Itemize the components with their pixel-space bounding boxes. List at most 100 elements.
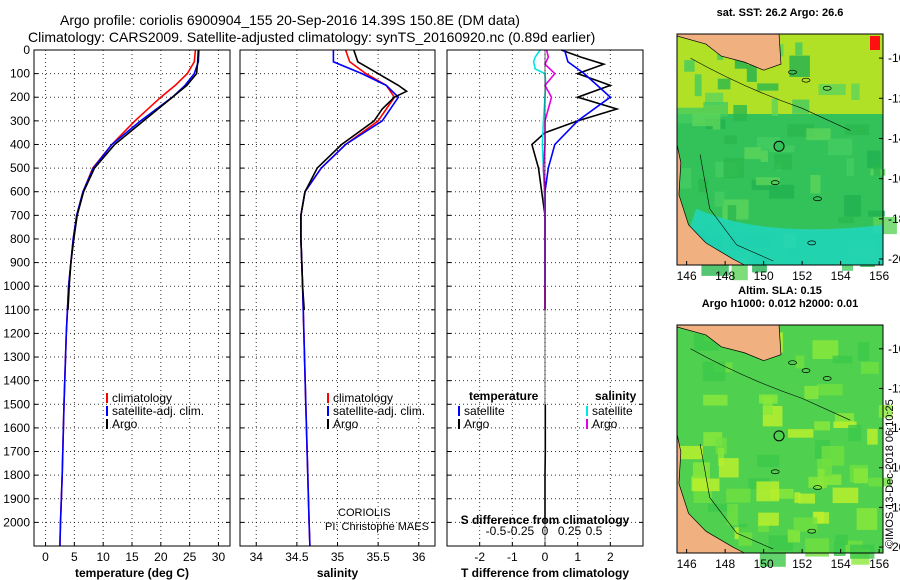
field-patch <box>792 99 810 114</box>
map-y-tick-label: -18 <box>888 212 900 226</box>
field-patch <box>873 165 881 176</box>
field-patch <box>856 508 878 530</box>
x-tick-label: 1 <box>574 550 581 564</box>
legend-label: satellite-adj. clim. <box>333 404 425 418</box>
field-patch <box>835 534 848 545</box>
field-patch <box>878 405 893 418</box>
reef-island <box>822 376 832 381</box>
reef-island <box>770 180 780 185</box>
reef-island <box>822 85 832 91</box>
x-axis-label: salinity <box>317 566 359 580</box>
argo-position-marker <box>773 430 785 442</box>
x-tick-label: 34.5 <box>285 550 309 564</box>
map-y-tick-label: -14 <box>888 421 900 435</box>
field-patch <box>746 64 757 82</box>
legend-label: climatology <box>112 391 172 405</box>
field-patch <box>693 488 713 503</box>
field-patch <box>812 340 839 359</box>
field-patch <box>808 476 828 488</box>
title-line-1: Argo profile: coriolis 6900904_155 20-Se… <box>60 12 520 28</box>
map-x-tick-label: 146 <box>677 269 697 283</box>
hot-spot <box>870 36 880 50</box>
legend-label: satellite <box>592 404 633 418</box>
map-x-tick-label: 156 <box>869 269 889 283</box>
top-tick-label: -0.25 <box>507 524 535 538</box>
field-patch <box>759 552 786 567</box>
map-y-tick-label: -10 <box>888 51 900 65</box>
map-title: Argo h1000: 0.012 h2000: 0.01 <box>702 298 859 310</box>
field-patch <box>868 210 885 217</box>
coriolis-credit: CORIOLIS <box>338 507 391 519</box>
field-patch <box>816 384 843 396</box>
field-patch <box>744 147 761 160</box>
field-patch <box>827 138 853 156</box>
field-patch <box>757 83 779 91</box>
x-tick-label: 35 <box>331 550 345 564</box>
x-tick-label: 0 <box>42 550 49 564</box>
legend-label: climatology <box>333 391 393 405</box>
field-patch <box>789 55 810 77</box>
field-patch <box>850 544 875 559</box>
map-x-tick-label: 152 <box>792 557 812 571</box>
field-patch <box>769 488 794 499</box>
field-patch <box>851 83 860 100</box>
x-tick-label: 20 <box>154 550 168 564</box>
field-patch <box>712 112 721 130</box>
field-patch <box>734 57 748 69</box>
map-x-tick-label: 150 <box>754 269 774 283</box>
title-line-2: Climatology: CARS2009. Satellite-adjuste… <box>28 29 595 45</box>
field-patch <box>793 517 818 532</box>
map-frame <box>676 324 884 554</box>
field-patch <box>788 429 814 438</box>
field-patch <box>771 98 778 116</box>
y-tick-label: 500 <box>10 161 30 175</box>
map-y-tick-label: -12 <box>888 91 900 105</box>
map-title: sat. SST: 26.2 Argo: 26.6 <box>717 7 844 19</box>
y-tick-label: 900 <box>10 256 30 270</box>
series-line-argo <box>67 49 200 310</box>
reef-island <box>813 196 822 202</box>
map-y-tick-label: -10 <box>888 342 900 356</box>
map-y-tick-label: -20 <box>888 540 900 554</box>
field-patch <box>718 458 739 478</box>
y-tick-label: 600 <box>10 185 30 199</box>
field-patch <box>726 488 751 503</box>
field-patch <box>843 195 861 217</box>
field-patch <box>701 262 729 276</box>
field-patch <box>684 60 695 72</box>
map-y-tick-label: -16 <box>888 461 900 475</box>
field-patch <box>715 437 727 454</box>
field-patch <box>795 355 805 369</box>
field-patch <box>757 454 780 468</box>
field-patch <box>757 522 769 532</box>
field-patch <box>853 468 868 484</box>
map-y-tick-label: -14 <box>888 131 900 145</box>
field-patch <box>833 421 857 428</box>
difference-panel: -2 -1 0 1 2 T difference from climatology -0.5… <box>446 49 644 580</box>
depth-contour <box>690 348 851 421</box>
argo-position-marker <box>773 140 785 152</box>
x-tick-label: 15 <box>125 550 139 564</box>
field-patch <box>812 511 825 524</box>
y-tick-label: 1100 <box>4 303 30 317</box>
y-tick-label: 1300 <box>3 350 30 364</box>
map-y-tick-label: -20 <box>888 252 900 266</box>
series-line-climatology <box>59 49 197 547</box>
field-patch <box>804 386 819 400</box>
reef-island <box>770 469 780 475</box>
y-tick-label: 1800 <box>3 468 30 482</box>
field-patch <box>724 135 737 145</box>
field-patch <box>755 177 780 186</box>
map-x-tick-label: 156 <box>869 557 889 571</box>
depth-contour <box>690 57 851 131</box>
field-patch <box>692 478 720 492</box>
field-patch <box>702 361 726 382</box>
field-patch <box>837 217 854 224</box>
field-patch <box>814 421 831 431</box>
field-patch <box>844 124 870 136</box>
y-tick-label: 0 <box>23 43 30 57</box>
reef-island <box>801 77 811 83</box>
temperature-panel: 0 5 10 15 20 25 300100200300400500600700800900… <box>3 43 231 580</box>
field-patch <box>708 503 734 512</box>
